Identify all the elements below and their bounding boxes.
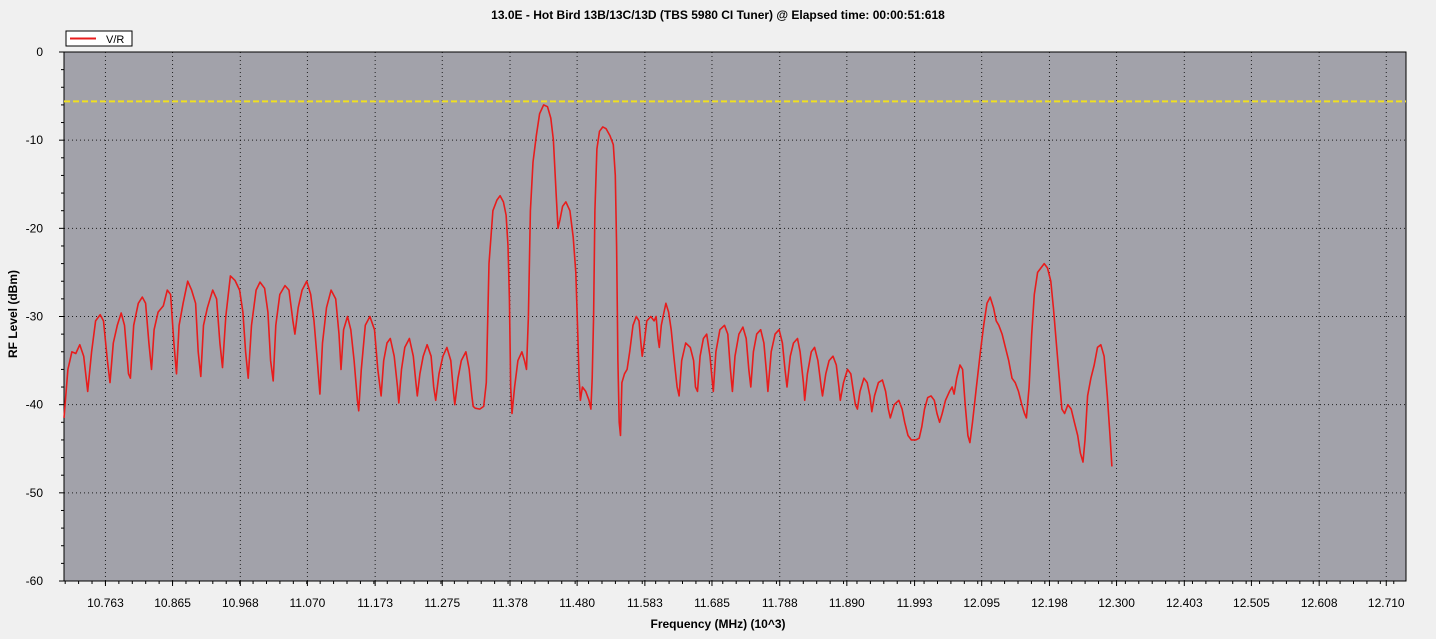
- x-tick-label: 11.480: [559, 596, 595, 610]
- x-tick-label: 12.095: [963, 596, 1000, 610]
- x-tick-label: 11.070: [289, 596, 325, 610]
- y-tick-label: 0: [36, 45, 43, 59]
- y-tick-label: -30: [26, 310, 44, 324]
- x-tick-label: 11.788: [762, 596, 798, 610]
- x-tick-label: 12.300: [1098, 596, 1135, 610]
- x-tick-label: 12.608: [1301, 596, 1338, 610]
- grid-lines: [64, 52, 1406, 581]
- y-tick-label: -20: [26, 221, 44, 235]
- y-tick-label: -50: [26, 486, 44, 500]
- y-tick-label: -60: [26, 574, 44, 588]
- x-tick-label: 11.890: [829, 596, 865, 610]
- x-tick-label: 12.403: [1166, 596, 1203, 610]
- x-tick-label: 11.378: [492, 596, 528, 610]
- x-axis-label: Frequency (MHz) (10^3): [650, 617, 786, 631]
- legend-label: V/R: [106, 34, 124, 46]
- x-tick-label: 11.275: [424, 596, 460, 610]
- y-tick-label: -10: [26, 133, 44, 147]
- plot-area: [63, 51, 1407, 582]
- x-tick-label: 11.173: [357, 596, 393, 610]
- axis-ticks: 0 -10 -20 -30 -40 -50 -60 10.763 10.865 10.968 11.…: [26, 45, 1405, 610]
- legend-box: [65, 30, 133, 47]
- series-layer: [63, 104, 1113, 467]
- x-tick-label: 11.685: [694, 596, 730, 610]
- x-tick-label: 10.968: [222, 596, 259, 610]
- x-tick-label: 10.763: [87, 596, 124, 610]
- x-tick-label: 12.198: [1031, 596, 1068, 610]
- x-tick-label: 12.505: [1233, 596, 1270, 610]
- legend: V/R: [65, 30, 133, 47]
- series-line-vr: [63, 104, 1113, 467]
- x-tick-label: 11.993: [897, 596, 933, 610]
- x-tick-label: 10.865: [154, 596, 191, 610]
- x-tick-label: 11.583: [627, 596, 663, 610]
- y-tick-label: -40: [26, 398, 44, 412]
- x-tick-label: 12.710: [1368, 596, 1405, 610]
- chart-title: 13.0E - Hot Bird 13B/13C/13D (TBS 5980 C…: [491, 8, 945, 22]
